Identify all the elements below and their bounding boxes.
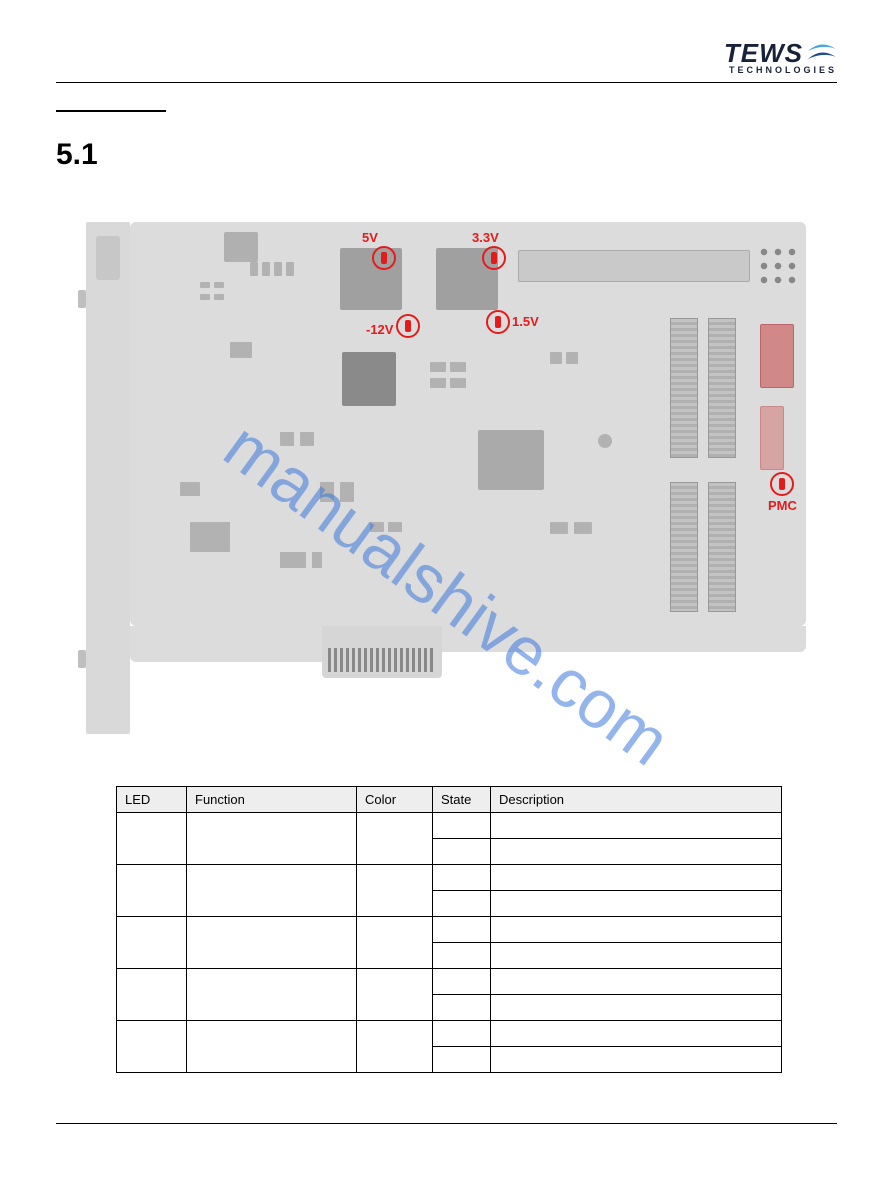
cell-color <box>357 813 433 865</box>
th-color: Color <box>357 787 433 813</box>
cell-state <box>433 865 491 891</box>
pcie-edge-connector <box>322 626 442 678</box>
table-row <box>117 1021 782 1047</box>
cell-description <box>491 813 782 839</box>
cell-description <box>491 995 782 1021</box>
cell-led <box>117 865 187 917</box>
led-table: LED Function Color State Description <box>116 786 782 1073</box>
cell-state <box>433 839 491 865</box>
logo-swoosh-icon <box>807 41 837 67</box>
cell-led <box>117 917 187 969</box>
cell-led <box>117 813 187 865</box>
th-function: Function <box>187 787 357 813</box>
pcb-notch <box>130 626 322 662</box>
cell-description <box>491 865 782 891</box>
led-1v5-label: 1.5V <box>512 314 539 329</box>
cell-state <box>433 943 491 969</box>
cell-state <box>433 995 491 1021</box>
table-header-row: LED Function Color State Description <box>117 787 782 813</box>
cell-description <box>491 839 782 865</box>
cell-description <box>491 1047 782 1073</box>
th-led: LED <box>117 787 187 813</box>
header-rule <box>56 82 837 83</box>
cell-function <box>187 1021 357 1073</box>
cell-state <box>433 891 491 917</box>
misc-components <box>130 222 806 626</box>
cell-description <box>491 1021 782 1047</box>
cell-function <box>187 917 357 969</box>
led-pmc-icon <box>770 472 794 496</box>
cell-color <box>357 969 433 1021</box>
logo-subtext: TECHNOLOGIES <box>724 65 837 75</box>
cell-function <box>187 813 357 865</box>
led-neg12v-label: -12V <box>366 322 393 337</box>
table-row <box>117 917 782 943</box>
led-1v5-icon <box>486 310 510 334</box>
table-row <box>117 969 782 995</box>
cell-description <box>491 943 782 969</box>
cell-function <box>187 865 357 917</box>
cell-state <box>433 1047 491 1073</box>
cell-state <box>433 917 491 943</box>
cell-function <box>187 969 357 1021</box>
led-3v3-icon <box>482 246 506 270</box>
section-rule <box>56 110 166 112</box>
led-5v-label: 5V <box>362 230 378 245</box>
cell-color <box>357 865 433 917</box>
cell-color <box>357 1021 433 1073</box>
cell-state <box>433 969 491 995</box>
brand-logo: TEWS TECHNOLOGIES <box>724 38 837 75</box>
pcb-notch <box>442 626 806 652</box>
cell-led <box>117 969 187 1021</box>
th-state: State <box>433 787 491 813</box>
cell-color <box>357 917 433 969</box>
cell-description <box>491 969 782 995</box>
cell-led <box>117 1021 187 1073</box>
led-neg12v-icon <box>396 314 420 338</box>
pci-bracket <box>86 222 130 734</box>
section-number: 5.1 <box>56 138 98 172</box>
led-pmc-label: PMC <box>768 498 797 513</box>
cell-description <box>491 917 782 943</box>
led-3v3-label: 3.3V <box>472 230 499 245</box>
led-5v-icon <box>372 246 396 270</box>
cell-state <box>433 1021 491 1047</box>
footer-rule <box>56 1123 837 1124</box>
table-row <box>117 813 782 839</box>
pcb-figure: 5V 3.3V -12V 1.5V PMC <box>86 222 806 734</box>
table-row <box>117 865 782 891</box>
pcb-board: 5V 3.3V -12V 1.5V PMC <box>130 222 806 626</box>
th-description: Description <box>491 787 782 813</box>
cell-description <box>491 891 782 917</box>
cell-state <box>433 813 491 839</box>
